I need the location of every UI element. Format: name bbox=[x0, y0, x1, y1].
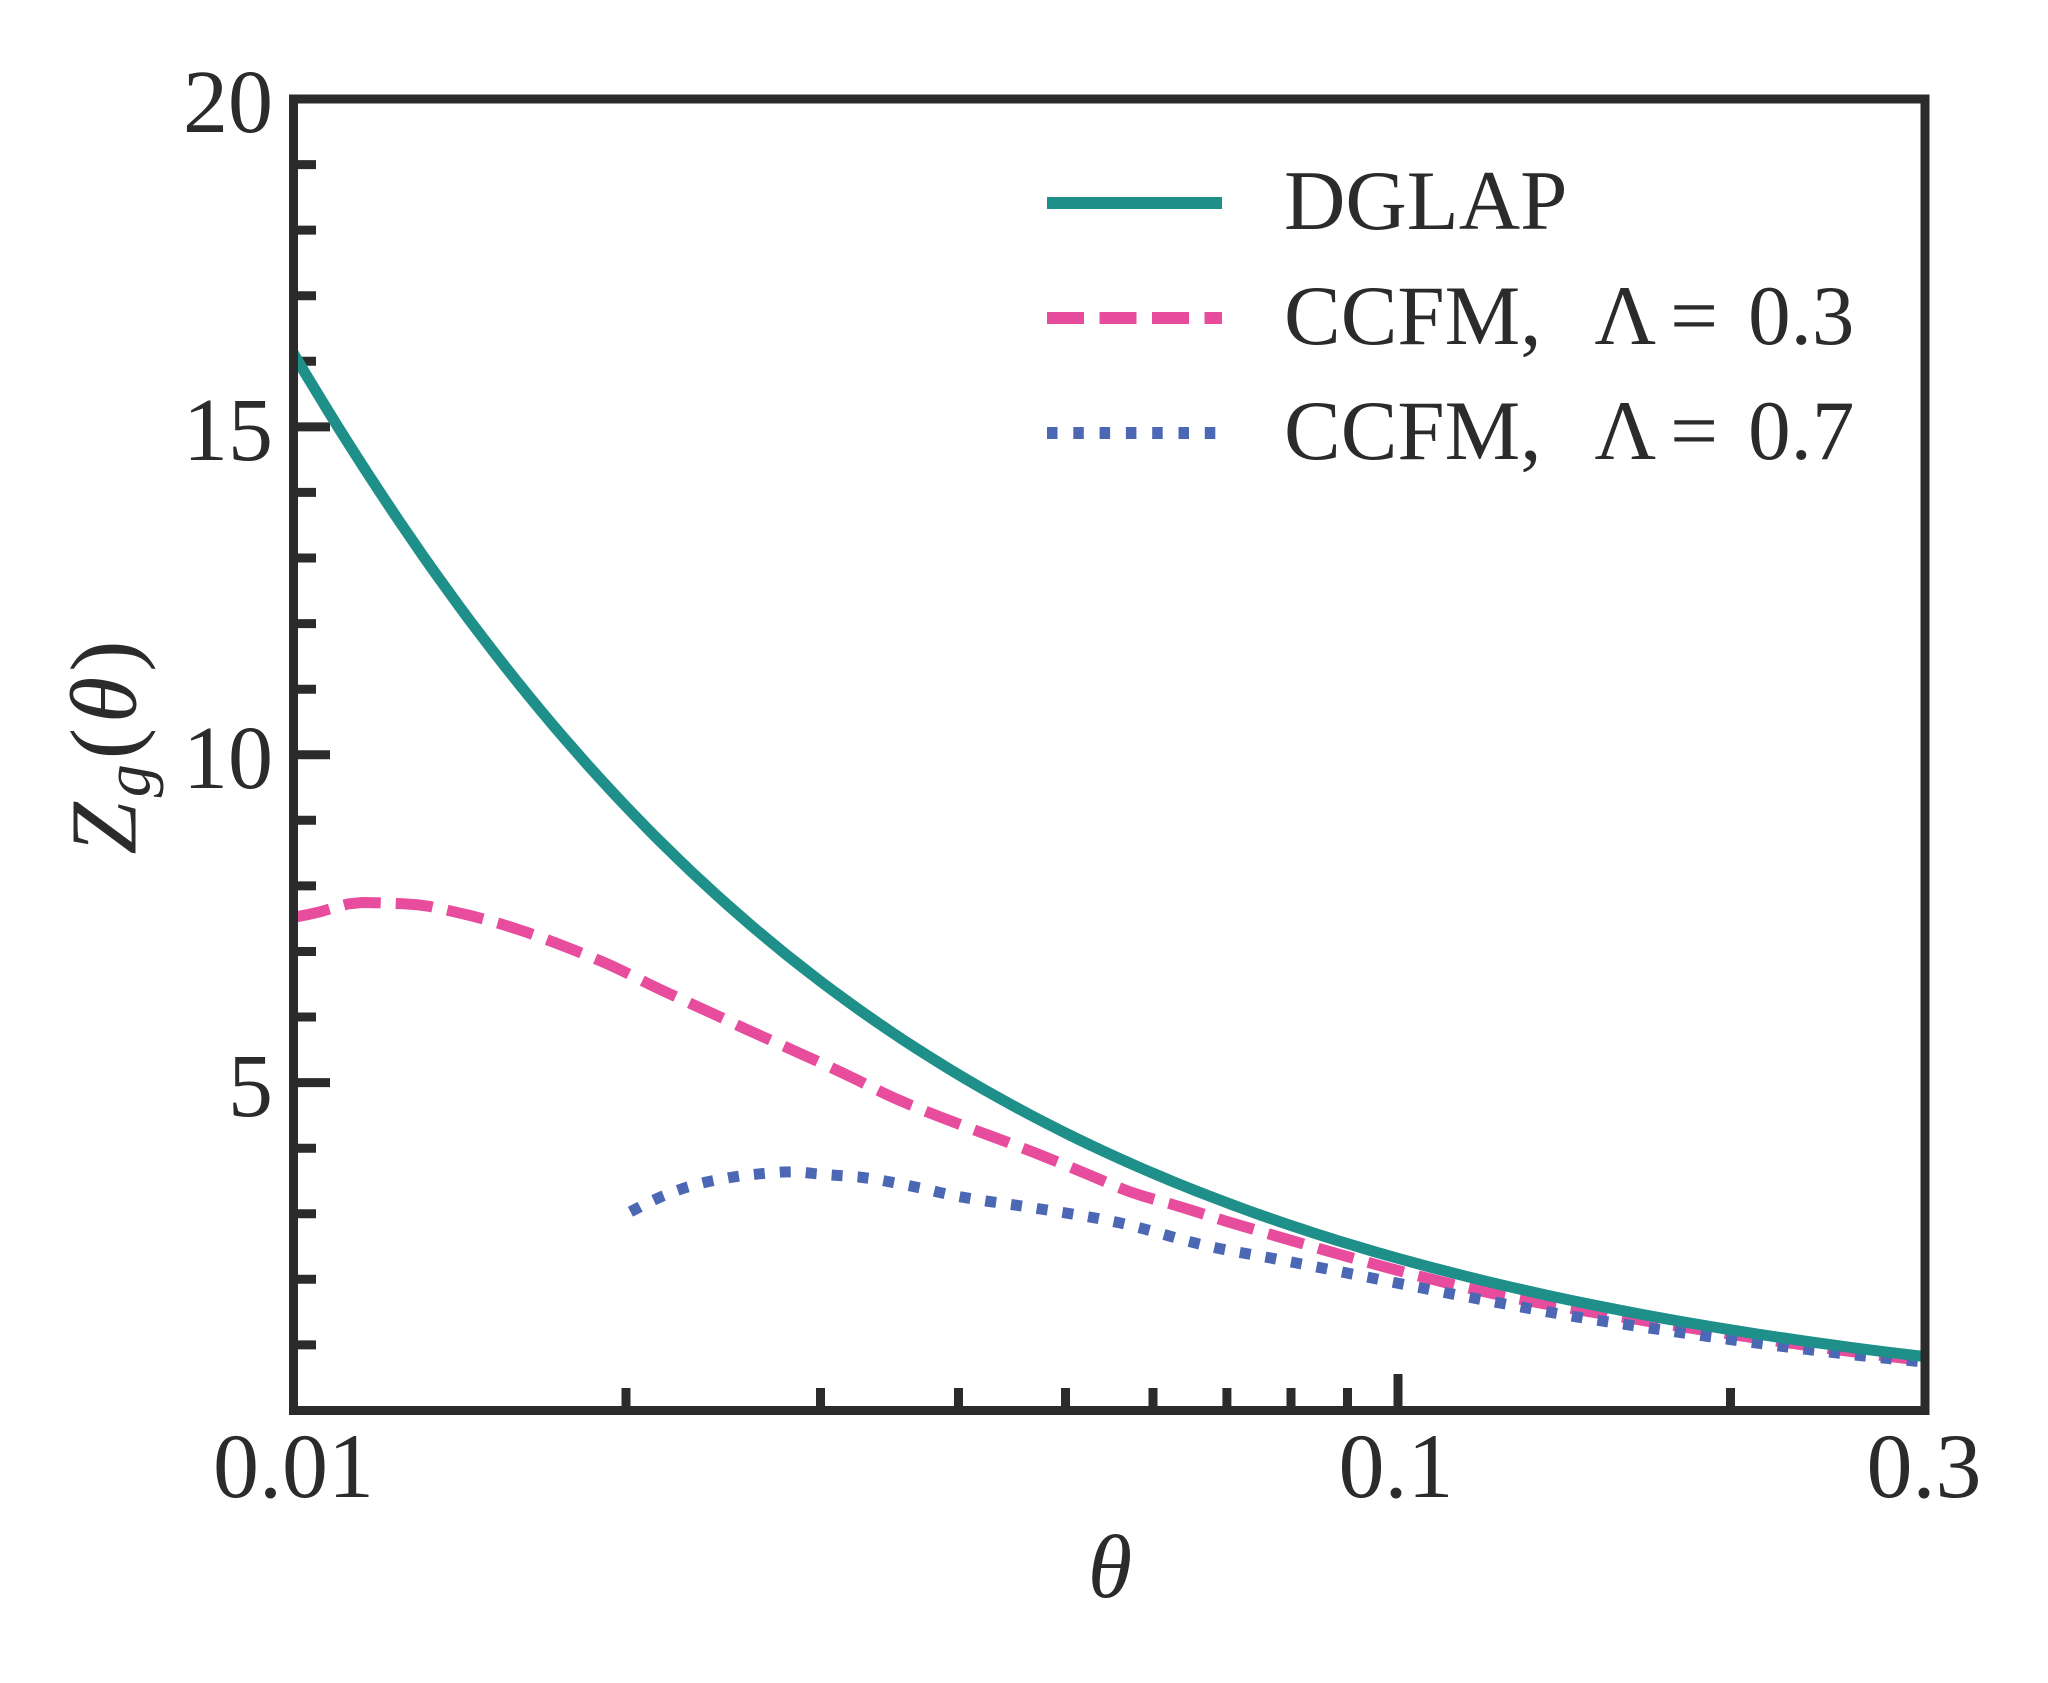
svg-text:θ: θ bbox=[1088, 1518, 1132, 1617]
svg-text:10: 10 bbox=[183, 709, 273, 808]
svg-text:15: 15 bbox=[183, 381, 273, 480]
svg-text:5: 5 bbox=[228, 1037, 273, 1136]
svg-text:Zg(θ): Zg(θ) bbox=[53, 635, 165, 854]
svg-text:DGLAP: DGLAP bbox=[1284, 154, 1567, 248]
svg-text:20: 20 bbox=[183, 53, 273, 152]
svg-text:0.01: 0.01 bbox=[213, 1415, 374, 1517]
svg-text:0.1: 0.1 bbox=[1339, 1415, 1454, 1517]
svg-text:0.3: 0.3 bbox=[1867, 1415, 1982, 1517]
